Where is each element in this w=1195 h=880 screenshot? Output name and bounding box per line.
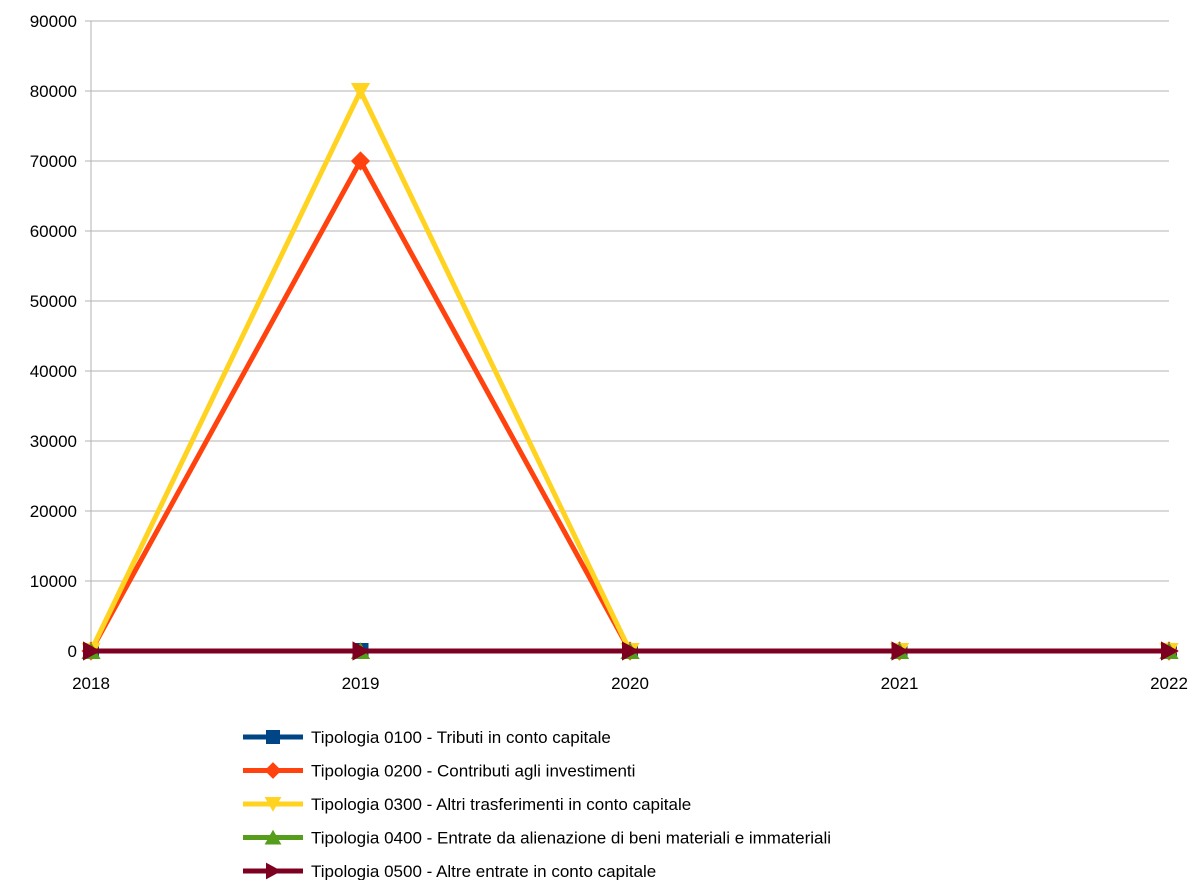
legend-item-3: Tipologia 0300 - Altri trasferimenti in … [243, 795, 691, 814]
y-tick-label-80000: 80000 [30, 82, 77, 101]
series-5-point-2019 [352, 641, 371, 661]
series-5-point-2021 [891, 641, 910, 661]
legend-label-1: Tipologia 0100 - Tributi in conto capita… [311, 728, 611, 747]
x-tick-labels: 2018 2019 2020 2021 2022 [72, 674, 1188, 693]
series-3-point-2019 [350, 83, 371, 100]
y-tick-label-40000: 40000 [30, 362, 77, 381]
legend-item-4: Tipologia 0400 - Entrate da alienazione … [243, 829, 831, 848]
y-tick-label-70000: 70000 [30, 152, 77, 171]
legend-item-5: Tipologia 0500 - Altre entrate in conto … [243, 862, 656, 880]
y-tick-label-10000: 10000 [30, 572, 77, 591]
y-tick-labels: 0 10000 20000 30000 40000 50000 60000 70000 8000… [30, 12, 77, 661]
legend-label-4: Tipologia 0400 - Entrate da alienazione … [311, 829, 831, 848]
legend: Tipologia 0100 - Tributi in conto capita… [243, 728, 831, 880]
series-5-point-2018 [83, 641, 101, 661]
series-5-point-2020 [622, 641, 640, 661]
legend-swatch-marker-5 [266, 862, 282, 880]
legend-swatch-marker-3 [264, 797, 282, 812]
y-tick-label-60000: 60000 [30, 222, 77, 241]
legend-swatch-marker-2 [264, 762, 282, 779]
legend-item-2: Tipologia 0200 - Contributi agli investi… [243, 762, 635, 781]
x-tick-label-2021: 2021 [881, 674, 919, 693]
legend-label-5: Tipologia 0500 - Altre entrate in conto … [311, 862, 656, 880]
legend-label-2: Tipologia 0200 - Contributi agli investi… [311, 762, 635, 781]
legend-swatch-marker-1 [266, 730, 280, 744]
y-tick-label-90000: 90000 [30, 12, 77, 31]
axes [85, 20, 1170, 657]
series-lines [81, 83, 1179, 661]
x-tick-label-2022: 2022 [1150, 674, 1188, 693]
grid-lines [91, 20, 1169, 582]
series-5-point-2022 [1161, 641, 1179, 661]
series-2 [81, 151, 1179, 661]
x-tick-label-2019: 2019 [342, 674, 380, 693]
y-tick-label-0: 0 [68, 642, 77, 661]
x-tick-label-2020: 2020 [611, 674, 649, 693]
x-tick-label-2018: 2018 [72, 674, 110, 693]
y-tick-label-20000: 20000 [30, 502, 77, 521]
series-2-line [88, 155, 1169, 654]
legend-item-1: Tipologia 0100 - Tributi in conto capita… [243, 728, 611, 747]
series-2-point-2019 [350, 151, 371, 171]
legend-label-3: Tipologia 0300 - Altri trasferimenti in … [311, 795, 691, 814]
y-tick-label-50000: 50000 [30, 292, 77, 311]
legend-swatch-marker-4 [264, 829, 282, 845]
series-5 [83, 641, 1179, 661]
y-tick-label-30000: 30000 [30, 432, 77, 451]
